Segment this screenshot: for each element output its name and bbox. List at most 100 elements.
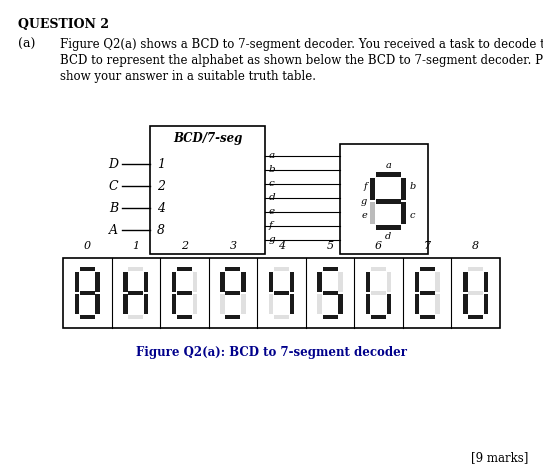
Text: 5: 5 [326, 241, 333, 251]
Bar [225, 267, 241, 271]
Bar [338, 272, 343, 292]
Bar [370, 178, 375, 200]
Text: [9 marks]: [9 marks] [471, 451, 528, 464]
Bar [274, 267, 289, 271]
Text: C: C [109, 179, 118, 192]
Bar [220, 272, 225, 292]
Bar [468, 267, 483, 271]
Bar [80, 315, 94, 319]
Text: QUESTION 2: QUESTION 2 [18, 18, 109, 31]
Text: e: e [362, 211, 368, 220]
Bar [225, 291, 241, 295]
Bar [376, 172, 401, 177]
Text: 8: 8 [472, 241, 479, 251]
Bar [323, 315, 338, 319]
Bar [177, 291, 192, 295]
Bar [80, 291, 94, 295]
Bar [123, 272, 128, 292]
Text: b: b [409, 182, 415, 191]
Bar [435, 272, 440, 292]
Text: f: f [269, 221, 273, 230]
Bar [420, 315, 434, 319]
Bar [177, 315, 192, 319]
Bar [128, 291, 143, 295]
Text: 4: 4 [278, 241, 285, 251]
Bar [340, 144, 428, 254]
Text: 2: 2 [181, 241, 188, 251]
Bar [123, 294, 128, 314]
Bar [172, 272, 176, 292]
Text: b: b [269, 166, 276, 175]
Bar [484, 294, 488, 314]
Bar [401, 202, 406, 225]
Bar [74, 294, 79, 314]
Bar [274, 315, 289, 319]
Text: a: a [386, 161, 392, 170]
Bar [463, 294, 468, 314]
Bar [80, 267, 94, 271]
Text: 7: 7 [424, 241, 431, 251]
Bar [241, 294, 245, 314]
Bar [323, 291, 338, 295]
Bar [371, 315, 386, 319]
Bar [338, 294, 343, 314]
Bar [376, 198, 401, 204]
Bar [435, 294, 440, 314]
Text: 1: 1 [132, 241, 140, 251]
Bar [414, 294, 419, 314]
Bar [177, 267, 192, 271]
Bar [366, 272, 370, 292]
Text: 3: 3 [229, 241, 237, 251]
Text: 8: 8 [157, 224, 165, 237]
Bar [144, 272, 148, 292]
Bar [414, 272, 419, 292]
Bar [387, 294, 392, 314]
Text: a: a [269, 151, 275, 160]
Bar [225, 315, 241, 319]
Bar [468, 315, 483, 319]
Bar [318, 294, 322, 314]
Text: e: e [269, 208, 275, 217]
Bar [74, 272, 79, 292]
Text: A: A [109, 224, 118, 237]
Text: g: g [269, 236, 276, 245]
Bar [144, 294, 148, 314]
Bar [172, 294, 176, 314]
Text: 1: 1 [157, 158, 165, 170]
Text: 2: 2 [157, 179, 165, 192]
Bar [96, 272, 100, 292]
Text: B: B [109, 201, 118, 215]
Text: show your answer in a suitable truth table.: show your answer in a suitable truth tab… [60, 70, 316, 83]
Bar [371, 267, 386, 271]
Text: c: c [409, 211, 415, 220]
Bar [96, 294, 100, 314]
Bar [150, 126, 265, 254]
Bar [274, 291, 289, 295]
Bar [420, 291, 434, 295]
Text: 4: 4 [157, 201, 165, 215]
Bar [323, 267, 338, 271]
Text: c: c [269, 179, 275, 188]
Bar [289, 272, 294, 292]
Text: 0: 0 [84, 241, 91, 251]
Text: Figure Q2(a): BCD to 7-segment decoder: Figure Q2(a): BCD to 7-segment decoder [136, 346, 407, 359]
Bar [401, 178, 406, 200]
Text: g: g [361, 197, 368, 206]
Bar [376, 225, 401, 230]
Bar [420, 267, 434, 271]
Bar [371, 291, 386, 295]
Bar [484, 272, 488, 292]
Text: D: D [108, 158, 118, 170]
Bar [269, 272, 273, 292]
Text: (a): (a) [18, 38, 35, 51]
Bar [128, 267, 143, 271]
Bar [241, 272, 245, 292]
Text: 6: 6 [375, 241, 382, 251]
Text: d: d [386, 232, 392, 241]
Text: BCD/7-seg: BCD/7-seg [173, 132, 242, 145]
Bar [289, 294, 294, 314]
Text: d: d [269, 194, 276, 202]
Bar [269, 294, 273, 314]
Bar [63, 258, 500, 328]
Bar [463, 272, 468, 292]
